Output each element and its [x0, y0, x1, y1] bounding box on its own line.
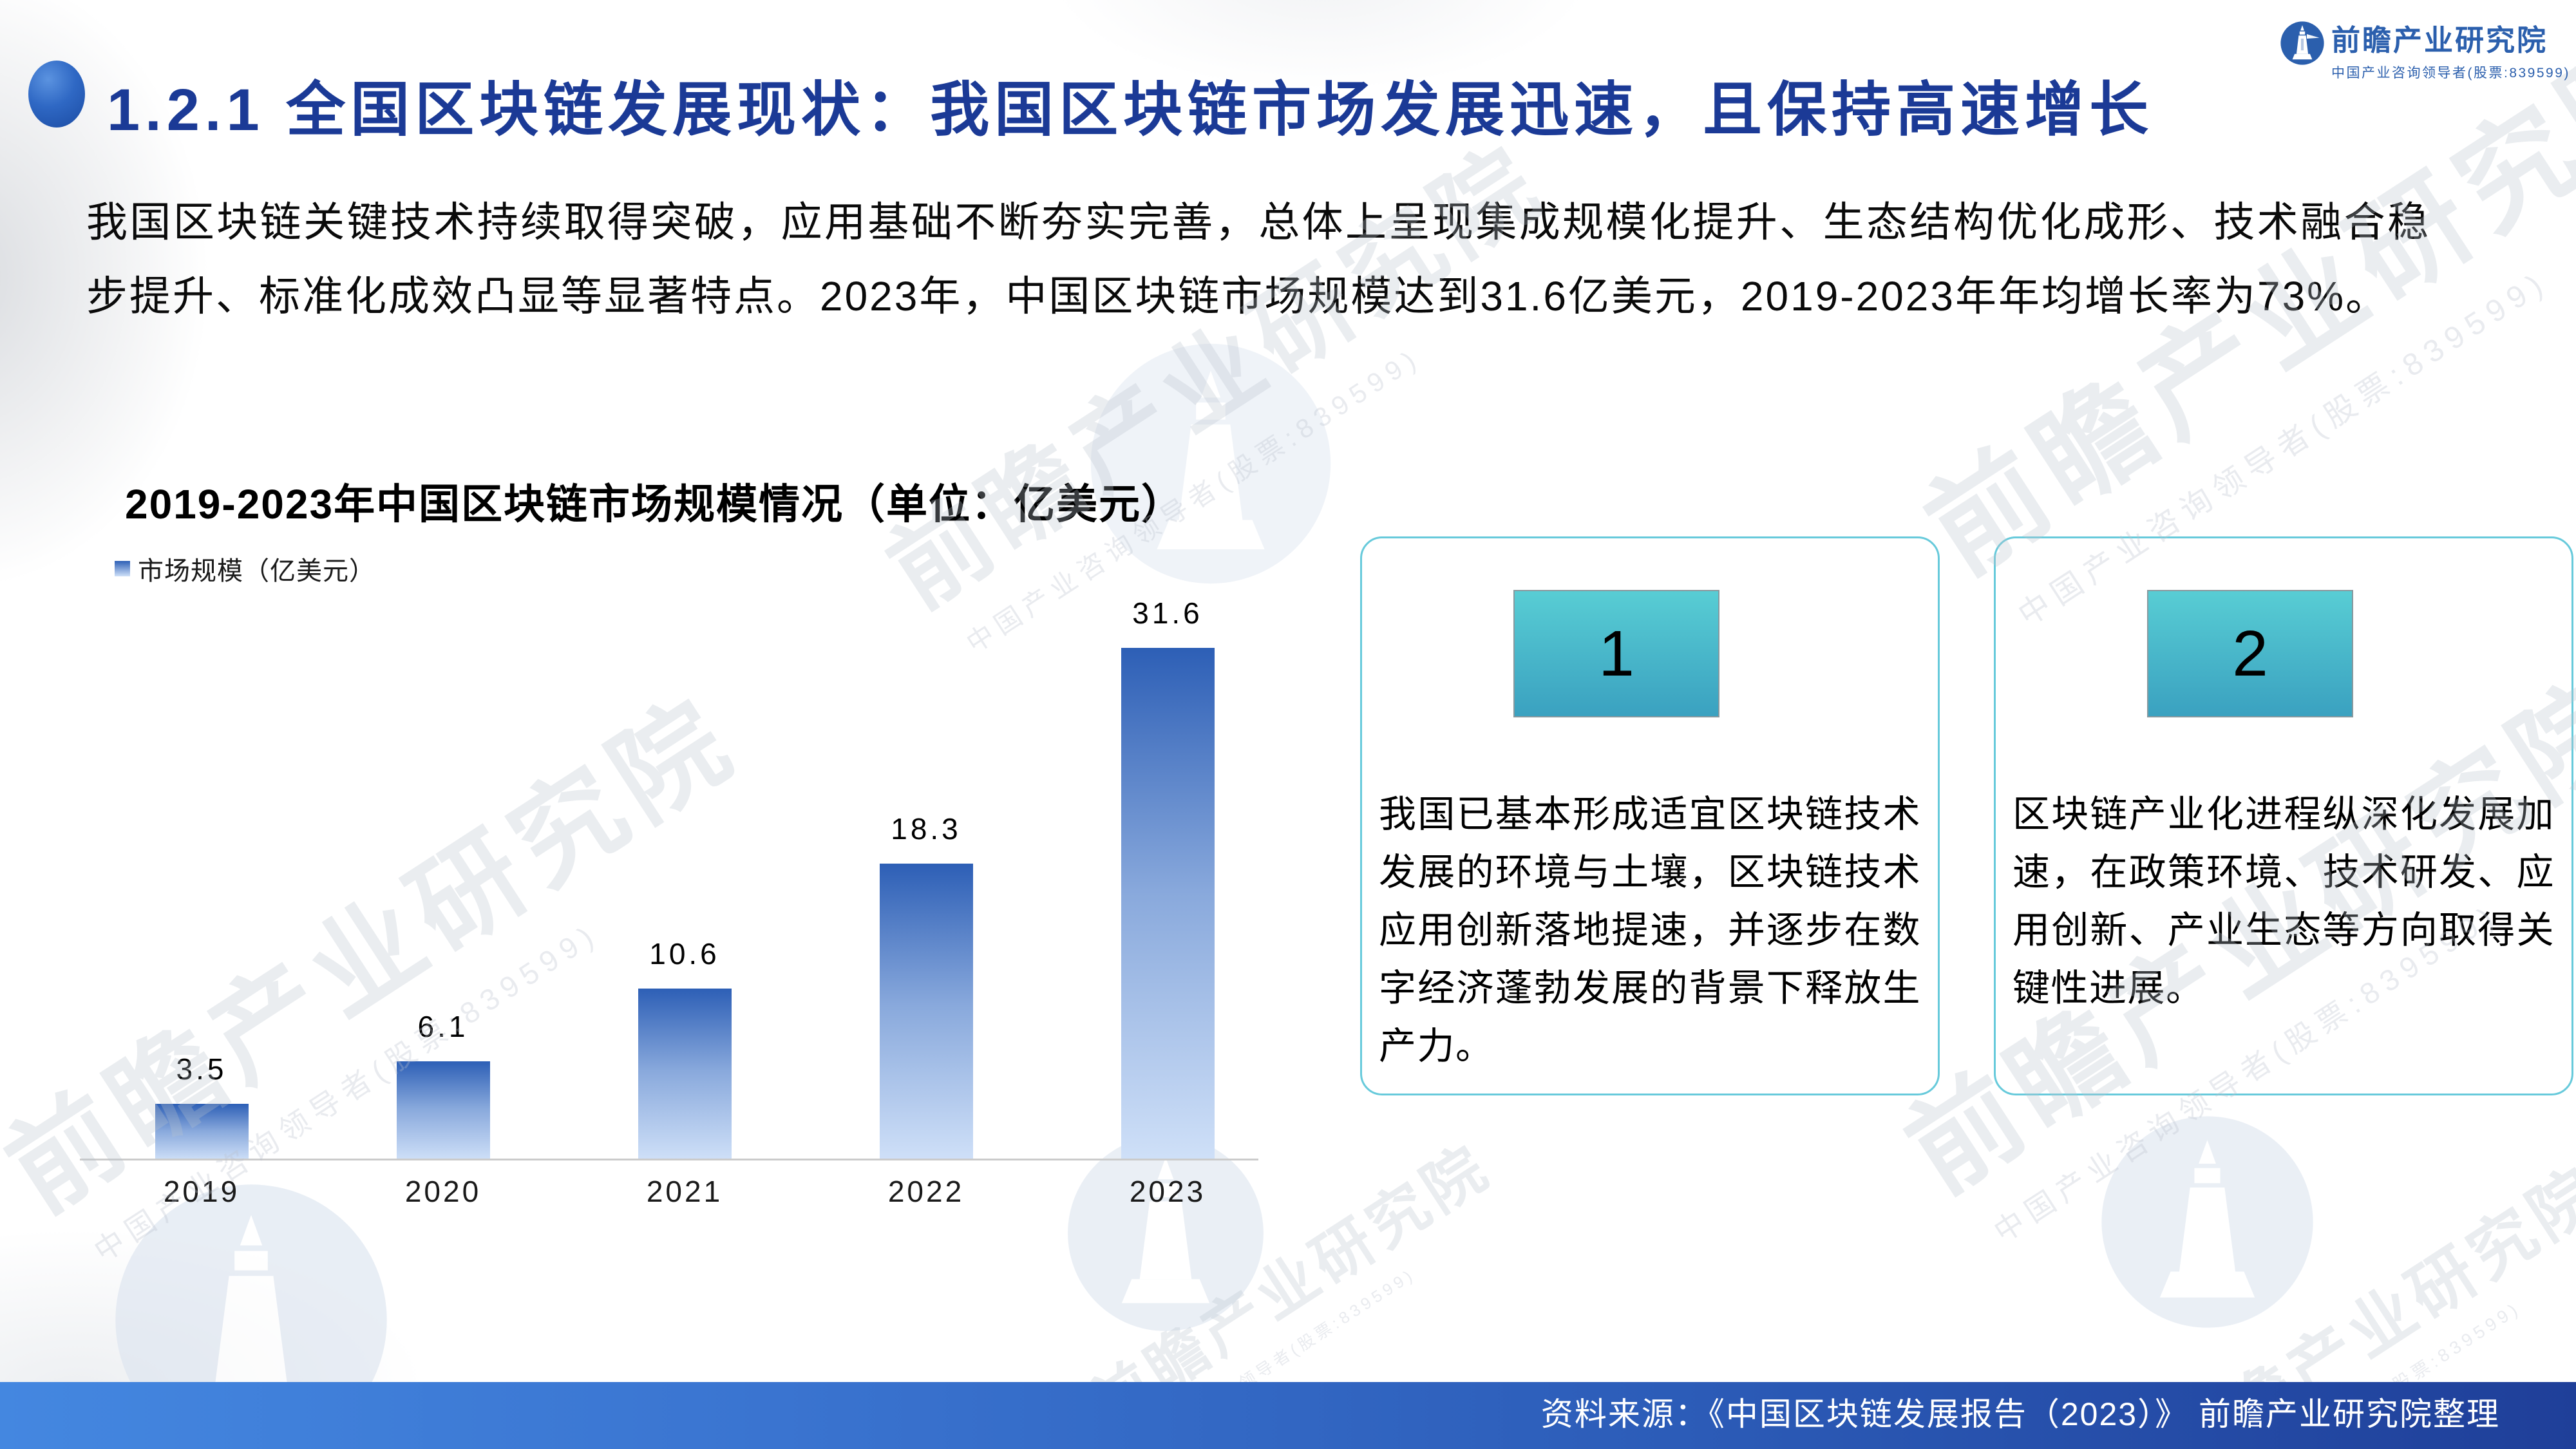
highlight-card-1: 1 我国已基本形成适宜区块链技术发展的环境与土壤，区块链技术应用创新落地提速，并… [1360, 536, 1940, 1095]
x-axis-label: 2022 [887, 1175, 965, 1208]
x-axis-line [80, 1159, 1258, 1160]
logo-text-block: 前瞻产业研究院 中国产业咨询领导者(股票:839599) [2331, 17, 2570, 82]
section-bullet-dot [28, 61, 85, 128]
card-number-badge: 2 [2147, 590, 2353, 717]
logo-name: 前瞻产业研究院 [2331, 24, 2548, 57]
x-axis-label: 2020 [404, 1175, 482, 1208]
footer-source-text: 资料来源：《中国区块链发展报告（2023）》 前瞻产业研究院整理 [1540, 1396, 2500, 1432]
bar-value-label: 31.6 [1132, 596, 1203, 630]
bar-2022 [879, 864, 973, 1160]
logo: 前瞻产业研究院 中国产业咨询领导者(股票:839599) [2280, 17, 2570, 82]
legend-marker [115, 561, 130, 576]
x-axis-label: 2023 [1129, 1175, 1206, 1208]
logo-tagline: 中国产业咨询领导者(股票:839599) [2331, 66, 2570, 80]
card-body-text: 区块链产业化进程纵深化发展加速，在政策环境、技术研发、应用创新、产业生态等方向取… [2012, 793, 2555, 1009]
watermark-lighthouse-icon [2099, 1114, 2315, 1330]
card-body-text: 我国已基本形成适宜区块链技术发展的环境与土壤，区块链技术应用创新落地提速，并逐步… [1379, 793, 1921, 1067]
bar-value-label: 10.6 [649, 937, 720, 971]
card-number-badge: 1 [1513, 590, 1719, 717]
bar-value-label: 6.1 [417, 1010, 469, 1043]
x-axis-label: 2019 [163, 1175, 240, 1208]
bar-2021 [638, 989, 732, 1160]
watermark-lighthouse-icon [1088, 341, 1333, 586]
x-axis-label: 2021 [646, 1175, 723, 1208]
body-paragraph: 我国区块链关键技术持续取得突破，应用基础不断夯实完善，总体上呈现集成规模化提升、… [86, 199, 2430, 319]
chart-title: 2019-2023年中国区块链市场规模情况（单位：亿美元） [125, 481, 1184, 527]
lighthouse-logo-icon [2280, 21, 2325, 66]
bar-2023 [1121, 648, 1215, 1160]
bar-value-label: 3.5 [176, 1052, 227, 1086]
legend-label: 市场规模（亿美元） [138, 557, 375, 585]
chart-legend: 市场规模（亿美元） [115, 550, 375, 587]
bar-2019 [155, 1104, 249, 1160]
bar-2020 [396, 1061, 490, 1160]
watermark-lighthouse-icon [1066, 1133, 1265, 1333]
highlight-card-2: 2 区块链产业化进程纵深化发展加速，在政策环境、技术研发、应用创新、产业生态等方… [1994, 536, 2573, 1095]
bar-value-label: 18.3 [891, 812, 961, 846]
page-title: 1.2.1 全国区块链发展现状：我国区块链市场发展迅速，且保持高速增长 [107, 77, 2154, 143]
footer-bar: 资料来源：《中国区块链发展报告（2023）》 前瞻产业研究院整理 [0, 1382, 2576, 1449]
